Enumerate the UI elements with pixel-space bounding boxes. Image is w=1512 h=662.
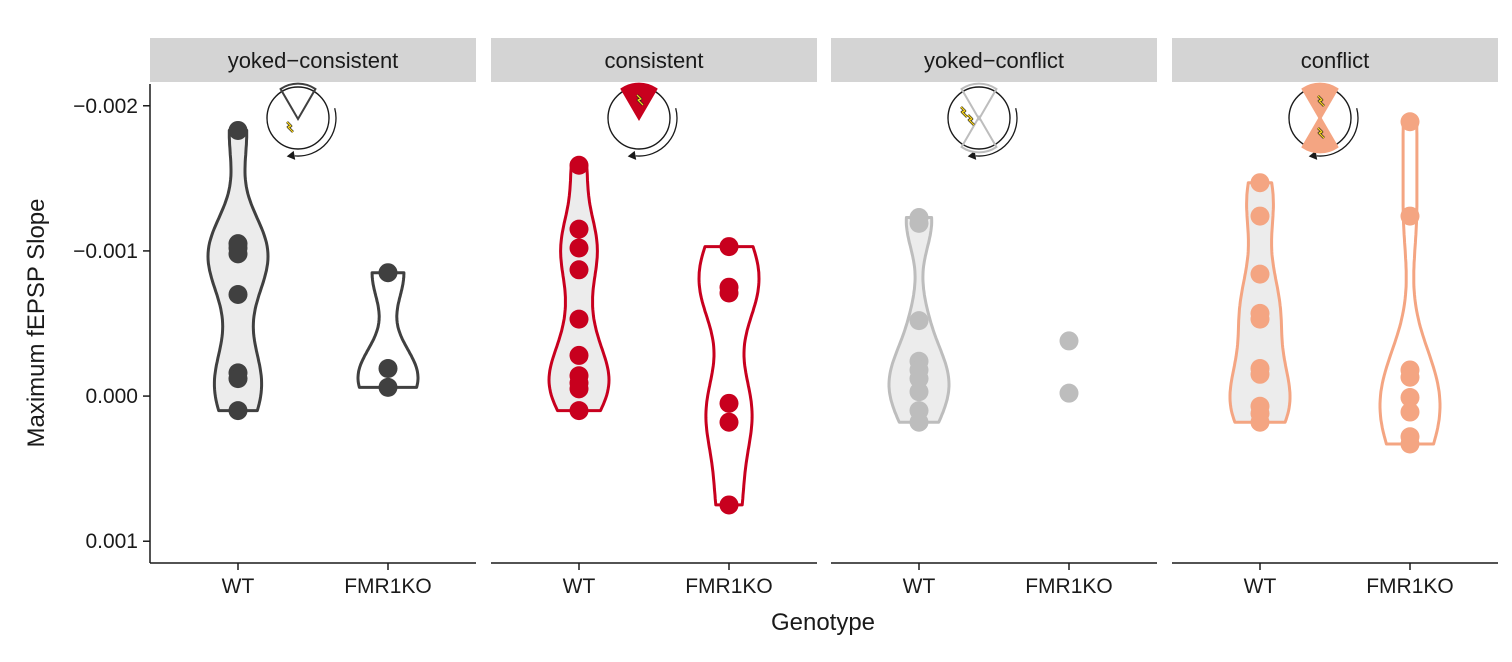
data-point xyxy=(569,309,589,329)
data-point xyxy=(569,379,589,399)
data-point xyxy=(569,260,589,280)
panel-3: yoked−conflict WT FMR1KO xyxy=(831,38,1157,598)
data-point xyxy=(569,401,589,421)
data-point xyxy=(719,237,739,257)
violin-fmr1ko xyxy=(697,245,761,507)
strip-label: yoked−conflict xyxy=(924,48,1064,73)
arena-consistent-icon xyxy=(607,82,678,160)
panel-1: yoked−consistent WT FMR1KO xyxy=(150,38,476,598)
y-tick-label: 0.000 xyxy=(85,385,138,408)
data-point xyxy=(1400,402,1420,422)
data-point xyxy=(378,263,398,283)
data-point xyxy=(1400,367,1420,387)
violin-wt xyxy=(1228,181,1292,424)
arena-yoked-consistent-icon xyxy=(266,82,337,160)
strip-label: consistent xyxy=(604,48,703,73)
data-point xyxy=(909,412,929,432)
data-point xyxy=(719,283,739,303)
data-point xyxy=(228,401,248,421)
data-point xyxy=(909,369,929,389)
data-point xyxy=(228,120,248,140)
panel-2: consistent WT FMR1KO xyxy=(491,38,817,598)
data-point xyxy=(228,244,248,264)
data-point xyxy=(1400,434,1420,454)
data-point xyxy=(1250,173,1270,193)
x-tick-label: FMR1KO xyxy=(1025,575,1113,598)
y-tick-label: 0.001 xyxy=(85,530,138,553)
y-axis-title: Maximum fEPSP Slope xyxy=(23,199,50,448)
data-point xyxy=(909,382,929,402)
data-point xyxy=(1400,112,1420,132)
strip-background xyxy=(1172,38,1498,82)
y-tick-label: −0.002 xyxy=(73,95,138,118)
y-tick-label: −0.001 xyxy=(73,240,138,263)
x-tick-label: FMR1KO xyxy=(344,575,432,598)
x-tick-label: WT xyxy=(1244,575,1277,598)
x-tick-label: FMR1KO xyxy=(1366,575,1454,598)
data-point xyxy=(378,377,398,397)
panels: yoked−consistent WT FMR1KO consistent WT FMR1… xyxy=(150,38,1498,598)
x-tick-label: WT xyxy=(563,575,596,598)
data-point xyxy=(1400,388,1420,408)
data-point xyxy=(909,213,929,233)
panel-4: conflict WT FMR1KO xyxy=(1172,38,1498,598)
x-axis-title: Genotype xyxy=(771,609,875,636)
data-point xyxy=(228,369,248,389)
y-axis: −0.002 −0.001 0.000 0.001 xyxy=(73,84,151,563)
data-point xyxy=(1059,383,1079,403)
strip-background xyxy=(491,38,817,82)
data-point xyxy=(1250,206,1270,226)
data-point xyxy=(228,284,248,304)
strip-label: yoked−consistent xyxy=(228,48,399,73)
arena-conflict-icon xyxy=(1288,82,1359,160)
data-point xyxy=(569,238,589,258)
data-point xyxy=(909,311,929,331)
x-tick-label: WT xyxy=(903,575,936,598)
data-point xyxy=(569,155,589,175)
data-point xyxy=(1400,206,1420,226)
violin-fmr1ko xyxy=(356,271,420,389)
data-point xyxy=(719,393,739,413)
data-point xyxy=(719,495,739,515)
strip-background xyxy=(831,38,1157,82)
strip-label: conflict xyxy=(1301,48,1369,73)
x-tick-label: WT xyxy=(222,575,255,598)
data-point xyxy=(378,358,398,378)
data-point xyxy=(1250,264,1270,284)
data-point xyxy=(1250,309,1270,329)
violin-wt xyxy=(206,128,270,413)
violin-fmr1ko xyxy=(1378,120,1442,446)
data-point xyxy=(719,412,739,432)
violin-wt xyxy=(547,163,611,413)
data-point xyxy=(1250,412,1270,432)
data-point xyxy=(569,219,589,239)
arena-yoked-conflict-icon xyxy=(947,82,1018,160)
strip-background xyxy=(150,38,476,82)
data-point xyxy=(1250,364,1270,384)
data-point xyxy=(569,345,589,365)
data-point xyxy=(1059,331,1079,351)
x-tick-label: FMR1KO xyxy=(685,575,773,598)
